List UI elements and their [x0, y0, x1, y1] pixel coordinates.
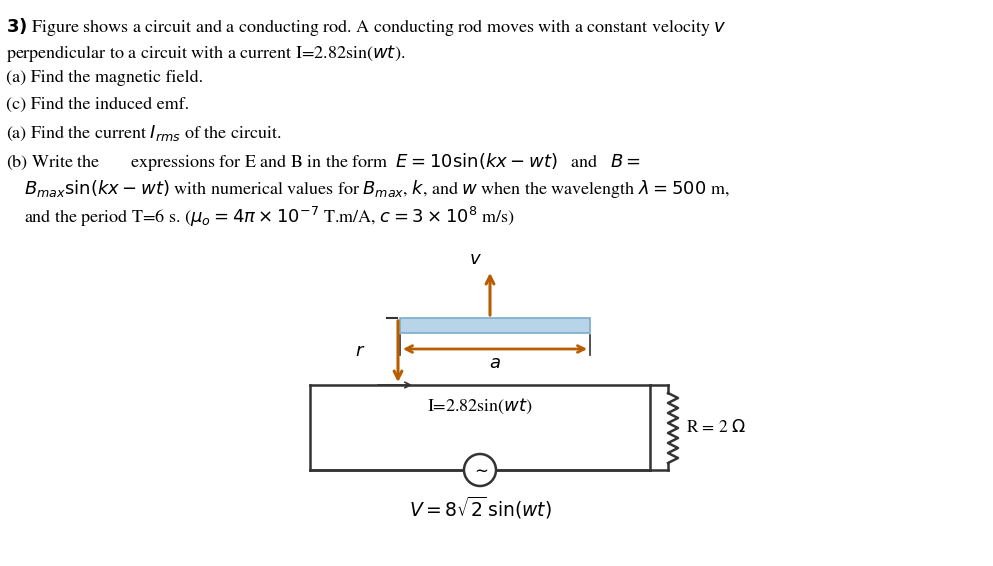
- Text: $\mathbf{3)}$ Figure shows a circuit and a conducting rod. A conducting rod move: $\mathbf{3)}$ Figure shows a circuit and…: [6, 16, 727, 38]
- Text: $r$: $r$: [355, 343, 365, 360]
- Text: (c) Find the induced emf.: (c) Find the induced emf.: [6, 97, 189, 113]
- Text: $\sim$: $\sim$: [472, 463, 489, 479]
- Text: perpendicular to a circuit with a current I=2.82sin($wt$).: perpendicular to a circuit with a curren…: [6, 43, 405, 64]
- Text: (b) Write the       expressions for E and B in the form  $E = 10\sin(kx - wt)$  : (b) Write the expressions for E and B in…: [6, 151, 641, 173]
- Bar: [400, 318, 590, 333]
- Text: I=2.82sin($wt$): I=2.82sin($wt$): [427, 397, 533, 416]
- Text: $B_{max}\sin(kx - wt)$ with numerical values for $B_{max}$, $k$, and $w$ when th: $B_{max}\sin(kx - wt)$ with numerical va…: [6, 178, 730, 200]
- Text: (a) Find the magnetic field.: (a) Find the magnetic field.: [6, 70, 204, 86]
- Circle shape: [464, 454, 496, 486]
- Text: R = 2 $\Omega$: R = 2 $\Omega$: [686, 419, 746, 436]
- Text: $a$: $a$: [490, 355, 500, 372]
- Text: $V = 8\sqrt{2}\,\sin(wt)$: $V = 8\sqrt{2}\,\sin(wt)$: [408, 495, 551, 521]
- Text: and the period T=6 s. ($\mu_o = 4\pi \times 10^{-7}$ T.m/A, $c = 3 \times 10^8$ : and the period T=6 s. ($\mu_o = 4\pi \ti…: [6, 205, 514, 229]
- Text: $v$: $v$: [469, 251, 482, 268]
- Text: (a) Find the current $I_{rms}$ of the circuit.: (a) Find the current $I_{rms}$ of the ci…: [6, 124, 282, 143]
